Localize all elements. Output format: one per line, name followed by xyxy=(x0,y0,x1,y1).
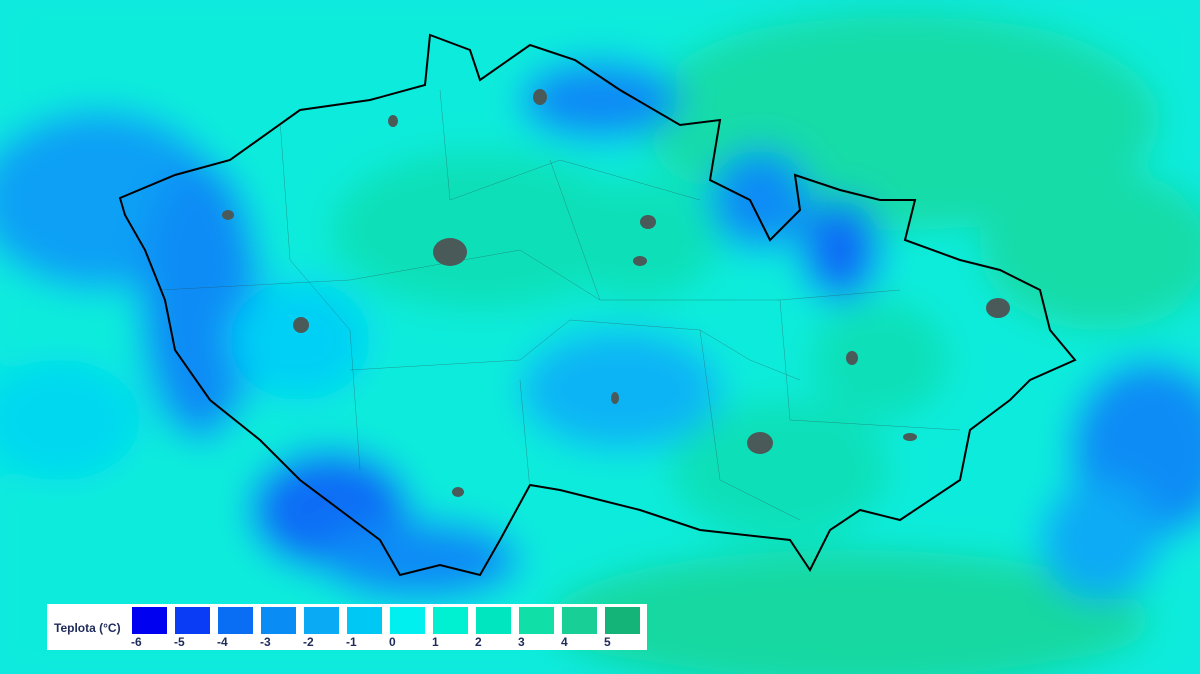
legend-swatch xyxy=(304,607,339,634)
city-hradec xyxy=(640,215,656,229)
city-pardubice xyxy=(633,256,647,266)
legend-tick-label: 2 xyxy=(475,635,482,649)
legend-swatch xyxy=(390,607,425,634)
legend-tick-label: -4 xyxy=(217,635,228,649)
legend-tick-label: -3 xyxy=(260,635,271,649)
city-olomouc xyxy=(846,351,858,365)
city-ceske-budejovice xyxy=(452,487,464,497)
city-plzen xyxy=(293,317,309,333)
legend-tick-label: -5 xyxy=(174,635,185,649)
city-zlin xyxy=(903,433,917,441)
city-liberec xyxy=(533,89,547,105)
city-brno xyxy=(747,432,773,454)
legend-swatch xyxy=(132,607,167,634)
legend-swatch xyxy=(261,607,296,634)
city-karlovy-vary xyxy=(222,210,234,220)
legend-tick-label: -1 xyxy=(346,635,357,649)
city-jihlava xyxy=(611,392,619,404)
legend-swatch xyxy=(433,607,468,634)
legend-swatch xyxy=(476,607,511,634)
legend-swatch xyxy=(175,607,210,634)
legend-swatch xyxy=(347,607,382,634)
city-prague xyxy=(433,238,467,266)
legend-tick-label: -2 xyxy=(303,635,314,649)
legend-tick-label: -6 xyxy=(131,635,142,649)
district-borders xyxy=(159,89,961,521)
legend-tick-label: 3 xyxy=(518,635,525,649)
city-usti xyxy=(388,115,398,127)
legend-tick-label: 4 xyxy=(561,635,568,649)
legend-swatch xyxy=(218,607,253,634)
legend-tick-label: 0 xyxy=(389,635,396,649)
legend-swatch xyxy=(605,607,640,634)
legend-tick-label: 5 xyxy=(604,635,611,649)
legend-swatch xyxy=(562,607,597,634)
cities xyxy=(222,89,1010,497)
temperature-legend: Teplota (°C) -6 -5 -4 -3 -2 -1 0 1 2 3 4 5 xyxy=(47,604,647,650)
city-ostrava xyxy=(986,298,1010,318)
legend-tick-label: 1 xyxy=(432,635,439,649)
legend-swatch xyxy=(519,607,554,634)
legend-title: Teplota (°C) xyxy=(54,621,121,635)
